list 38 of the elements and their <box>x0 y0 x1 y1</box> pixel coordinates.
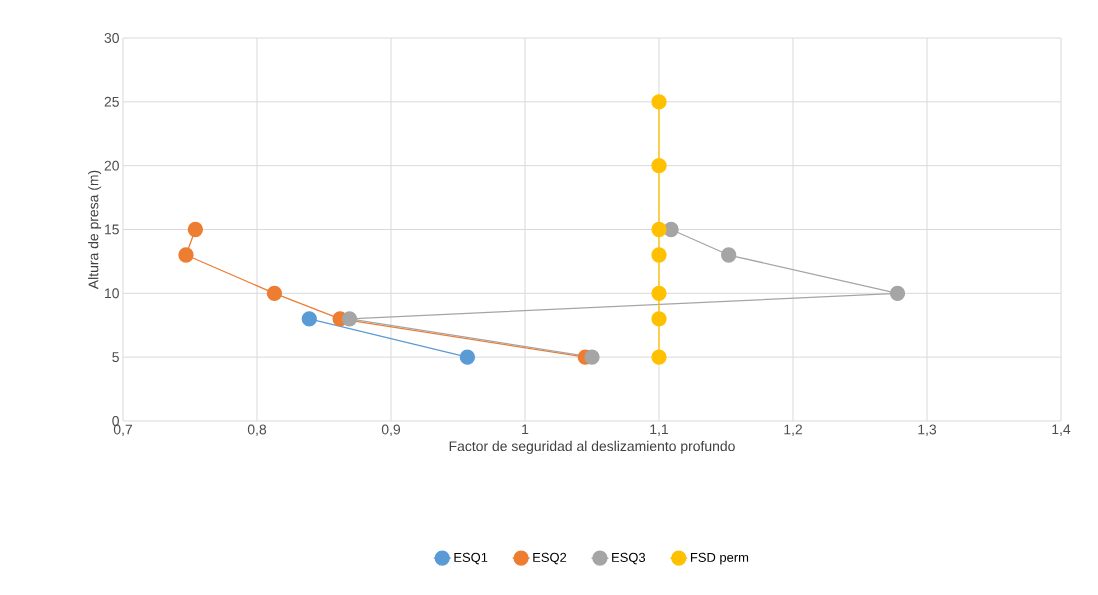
x-tick-label: 0,9 <box>381 424 401 437</box>
point <box>651 349 667 365</box>
point <box>889 285 906 301</box>
point <box>187 221 204 238</box>
point <box>651 285 667 301</box>
y-tick-label: 25 <box>104 96 119 107</box>
point <box>651 311 667 327</box>
point <box>651 221 667 238</box>
point <box>266 285 283 301</box>
y-tick-label: 5 <box>112 352 119 363</box>
y-tick-label: 0 <box>112 416 119 426</box>
legend-label: ESQ1 <box>454 552 488 565</box>
x-tick-label: 1,4 <box>1052 424 1071 436</box>
point <box>651 158 667 174</box>
y-axis-title: Altura de presa (m) <box>88 170 102 290</box>
x-tick-label: 0,7 <box>113 424 133 437</box>
point <box>651 247 667 263</box>
point <box>178 247 194 263</box>
y-tick-label: 30 <box>104 33 119 43</box>
x-axis-title: Factor de seguridad al deslizamiento profundo <box>449 440 735 454</box>
x-tick-label: 1,3 <box>918 424 937 437</box>
legend-label: ESQ2 <box>533 552 567 565</box>
point <box>651 94 667 110</box>
point <box>663 221 679 238</box>
x-tick-label: 1 <box>522 424 529 435</box>
y-tick-label: 10 <box>105 288 119 299</box>
y-tick-label: 20 <box>104 160 119 171</box>
legend-label: FSD perm <box>690 552 749 565</box>
point <box>721 247 737 263</box>
x-tick-label: 0,8 <box>247 424 267 437</box>
point <box>301 311 317 327</box>
point <box>459 349 476 365</box>
x-tick-label: 1,1 <box>650 424 669 436</box>
legend-label: ESQ3 <box>612 552 646 565</box>
y-tick-label: 15 <box>105 224 119 235</box>
point <box>584 349 600 365</box>
point <box>341 311 358 327</box>
x-tick-label: 1,2 <box>784 424 803 437</box>
